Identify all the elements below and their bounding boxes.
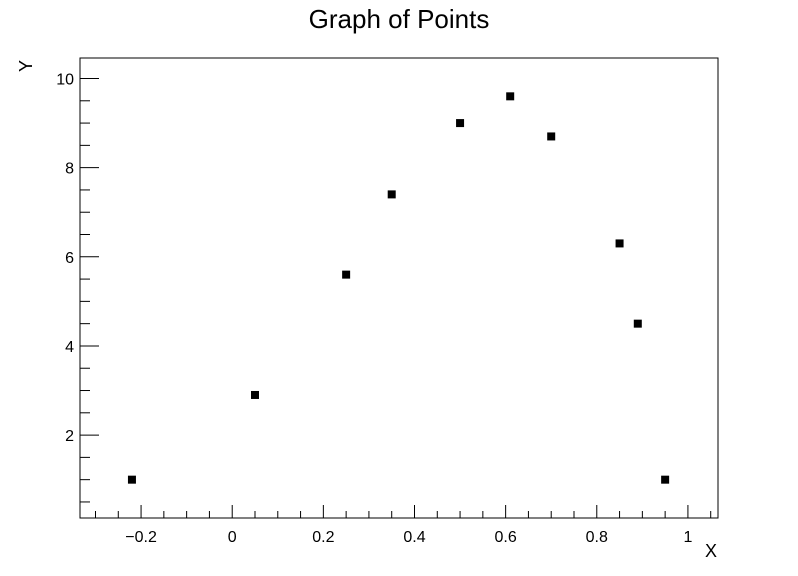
data-point <box>250 390 259 399</box>
y-tick-label: 10 <box>56 72 74 89</box>
data-point <box>127 475 136 484</box>
x-tick-label: −0.2 <box>125 529 157 546</box>
y-axis-ticks: 2 4 6 8 10 <box>56 72 99 503</box>
y-tick-label: 2 <box>65 428 74 445</box>
x-axis-label: X <box>705 541 717 561</box>
y-tick-label: 6 <box>65 250 74 267</box>
data-point <box>342 270 351 279</box>
data-point <box>661 475 670 484</box>
x-tick-label: 0.2 <box>312 529 334 546</box>
y-tick-label: 8 <box>65 161 74 178</box>
x-tick-label: 1 <box>683 529 692 546</box>
data-points <box>127 92 670 484</box>
y-axis-label: Y <box>16 60 36 72</box>
data-point <box>456 119 465 128</box>
data-point <box>633 319 642 328</box>
x-tick-label: 0 <box>228 529 237 546</box>
plot-frame <box>79 57 719 519</box>
x-tick-label: 0.6 <box>495 529 517 546</box>
data-point <box>387 190 396 199</box>
x-tick-label: 0.8 <box>586 529 608 546</box>
data-point <box>506 92 515 101</box>
x-tick-label: 0.4 <box>403 529 425 546</box>
y-tick-label: 4 <box>65 339 74 356</box>
data-point <box>615 239 624 248</box>
x-axis-ticks: −0.2 0 0.2 0.4 0.6 0.8 1 <box>94 505 712 546</box>
data-point <box>547 132 556 141</box>
chart-title: Graph of Points <box>309 4 490 34</box>
